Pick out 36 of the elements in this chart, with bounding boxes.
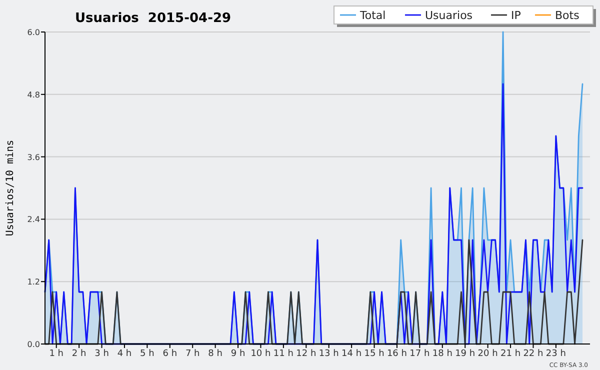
chart-title: Usuarios 2015-04-29 — [75, 11, 232, 26]
legend-label: Bots — [555, 9, 580, 22]
y-tick-label: 2.4 — [27, 215, 40, 224]
legend-label: IP — [511, 9, 522, 22]
y-tick-label: 3.6 — [27, 152, 40, 162]
y-axis-title: Usuarios/10 mins — [5, 140, 16, 236]
legend-label: Total — [359, 9, 386, 22]
x-tick-label: 21 h — [500, 349, 521, 359]
y-tick-label: 6.0 — [27, 28, 40, 37]
legend-label: Usuarios — [425, 9, 473, 22]
x-tick-label: 19 h — [455, 349, 476, 359]
x-tick-label: 12 h — [296, 349, 316, 359]
x-tick-label: 6 h — [162, 349, 178, 359]
x-tick-label: 18 h — [432, 349, 452, 359]
y-tick-label: 1.2 — [27, 278, 40, 287]
x-tick-label: 4 h — [117, 349, 132, 359]
x-tick-label: 3 h — [94, 349, 109, 359]
x-tick-label: 9 h — [230, 349, 246, 359]
x-tick-label: 7 h — [185, 349, 200, 359]
x-tick-label: 1 h — [49, 349, 64, 359]
x-tick-label: 15 h — [364, 349, 384, 359]
x-tick-label: 8 h — [208, 349, 222, 359]
x-tick-label: 2 h — [72, 349, 86, 359]
x-tick-label: 22 h — [523, 349, 544, 359]
y-tick-label: 4.8 — [27, 90, 40, 100]
y-tick-label: 0.0 — [27, 340, 40, 349]
x-tick-label: 14 h — [342, 349, 362, 359]
x-tick-label: 16 h — [386, 349, 407, 359]
x-tick-label: 5 h — [140, 349, 154, 359]
x-tick-label: 20 h — [478, 349, 498, 359]
line-series — [44, 83, 584, 345]
x-tick-label: 23 h — [546, 349, 566, 359]
x-tick-label: 13 h — [318, 349, 339, 359]
x-tick-label: 17 h — [410, 349, 430, 359]
x-tick-label: 11 h — [273, 349, 294, 359]
x-tick-label: 10 h — [250, 349, 271, 359]
